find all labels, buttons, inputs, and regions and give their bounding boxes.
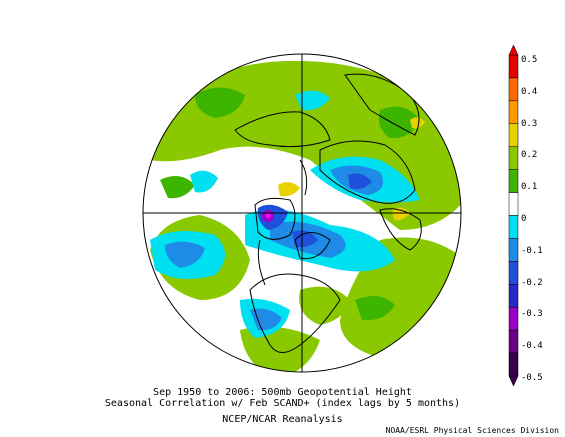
map-fill bbox=[143, 54, 461, 372]
yellow-patches bbox=[278, 117, 425, 221]
colorbar-segment bbox=[508, 329, 519, 354]
colorbar-tick-label: -0.5 bbox=[521, 373, 543, 383]
colorbar-segment bbox=[508, 54, 519, 79]
figure-title-line1: Sep 1950 to 2006: 500mb Geopotential Hei… bbox=[153, 387, 412, 398]
colorbar-tick-label: 0.4 bbox=[521, 86, 538, 97]
colorbar-tick-label: 0.3 bbox=[521, 118, 538, 129]
colorbar-tick-label: 0.5 bbox=[521, 55, 538, 65]
colorbar-segment bbox=[508, 169, 519, 193]
colorbar-tick-label: 0 bbox=[521, 214, 527, 224]
credit-label: NOAA/ESRL Physical Sciences Division bbox=[385, 426, 559, 435]
colorbar-segment bbox=[508, 306, 519, 331]
colorbar-segment bbox=[508, 261, 519, 285]
map-border bbox=[142, 53, 462, 373]
coastlines bbox=[234, 73, 422, 353]
grid-lines bbox=[143, 54, 461, 372]
colorbar-top-arrow bbox=[508, 44, 519, 56]
colorbar-segment bbox=[508, 146, 519, 170]
colorbar-bottom-arrow bbox=[508, 375, 519, 387]
strong-positive-regions bbox=[160, 87, 420, 321]
colorbar-segment bbox=[508, 284, 519, 308]
colorbar-tick-label: 0.1 bbox=[521, 182, 538, 193]
colorbar-segment bbox=[508, 215, 519, 239]
colorbar-tick-label: -0.3 bbox=[521, 309, 543, 320]
colorbar-segment bbox=[508, 192, 519, 216]
colorbar-segment bbox=[508, 77, 519, 102]
colorbar-segment bbox=[508, 100, 519, 125]
colorbar-segment bbox=[508, 123, 519, 147]
dataset-label: NCEP/NCAR Reanalysis bbox=[222, 414, 343, 425]
colorbar-segment bbox=[508, 352, 519, 377]
colorbar bbox=[508, 44, 519, 387]
colorbar-tick-label: -0.1 bbox=[521, 245, 543, 256]
colorbar-tick-label: -0.4 bbox=[521, 341, 543, 352]
minimum-core bbox=[265, 213, 271, 219]
figure-title-line2: Seasonal Correlation w/ Feb SCAND+ (inde… bbox=[104, 398, 461, 409]
colorbar-tick-label: -0.2 bbox=[521, 277, 543, 288]
colorbar-tick-label: 0.2 bbox=[521, 150, 538, 161]
colorbar-segment bbox=[508, 238, 519, 262]
